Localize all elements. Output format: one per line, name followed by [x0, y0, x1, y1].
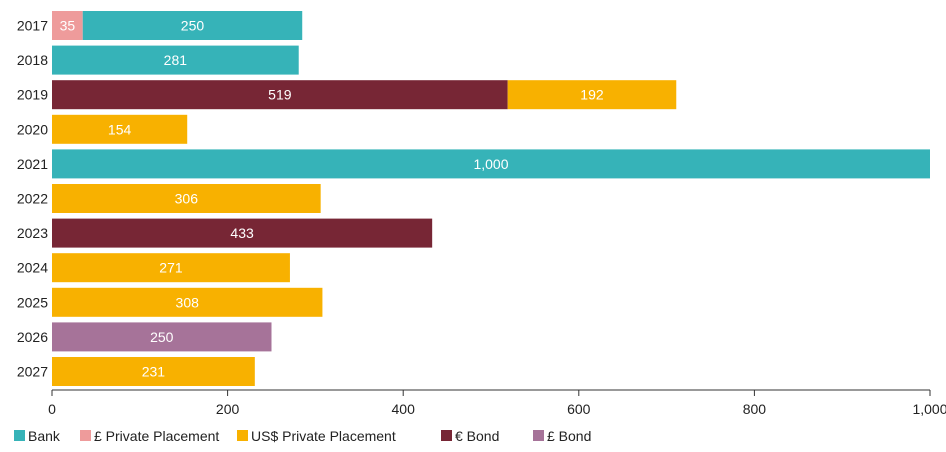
- bar-2024-usd-private-placement: [52, 253, 290, 283]
- bar-label-2017-bank: 250: [181, 18, 205, 34]
- y-tick-label-2027: 2027: [17, 364, 48, 380]
- y-tick-label-2024: 2024: [17, 260, 48, 276]
- bar-label-2026-gbp-bond: 250: [150, 329, 174, 345]
- bar-label-2027-usd-private-placement: 231: [142, 364, 166, 380]
- bar-label-2019-usd-private-placement: 192: [580, 87, 604, 103]
- x-tick-label-800: 800: [743, 401, 767, 417]
- bar-label-2019-eur-bond: 519: [268, 87, 292, 103]
- bar-label-2020-usd-private-placement: 154: [108, 121, 132, 137]
- x-tick-label-200: 200: [216, 401, 240, 417]
- bar-2026-gbp-bond: [52, 322, 272, 352]
- legend-label-eur-bond: € Bond: [455, 428, 499, 444]
- bar-2025-usd-private-placement: [52, 287, 323, 317]
- y-tick-label-2019: 2019: [17, 87, 48, 103]
- legend-label-bank: Bank: [28, 428, 61, 444]
- x-tick-label-1000: 1,000: [912, 401, 946, 417]
- bar-label-2023-eur-bond: 433: [230, 225, 254, 241]
- bar-label-2025-usd-private-placement: 308: [176, 294, 200, 310]
- bar-label-2018-bank: 281: [164, 52, 188, 68]
- bar-2018-bank: [52, 45, 299, 75]
- legend-swatch-bank: [14, 430, 25, 441]
- bar-2023-eur-bond: [52, 218, 433, 248]
- bar-2022-usd-private-placement: [52, 184, 321, 213]
- bar-2027-usd-private-placement: [52, 357, 255, 386]
- y-tick-label-2026: 2026: [17, 329, 48, 345]
- y-tick-label-2020: 2020: [17, 121, 48, 137]
- bar-2017-bank: [82, 11, 303, 40]
- x-tick-label-600: 600: [567, 401, 591, 417]
- x-tick-label-0: 0: [48, 401, 56, 417]
- y-tick-label-2022: 2022: [17, 191, 48, 207]
- legend-label-gbp-private-placement: £ Private Placement: [94, 428, 219, 444]
- legend-swatch-gbp-bond: [533, 430, 544, 441]
- legend-swatch-usd-private-placement: [237, 430, 248, 441]
- y-tick-label-2023: 2023: [17, 225, 48, 241]
- bars-layer: 35 250 281 519 192 154 1,000 306 433 271 308 250 231: [52, 11, 930, 386]
- bar-label-2017-gbp-private-placement: 35: [60, 18, 76, 34]
- bar-label-2022-usd-private-placement: 306: [175, 191, 199, 207]
- legend-swatch-gbp-private-placement: [80, 430, 91, 441]
- y-tick-label-2018: 2018: [17, 52, 48, 68]
- bar-2019-usd-private-placement: [507, 80, 677, 110]
- y-tick-label-2021: 2021: [17, 156, 48, 172]
- bar-2020-usd-private-placement: [52, 114, 188, 144]
- y-tick-label-2025: 2025: [17, 294, 48, 310]
- legend-label-usd-private-placement: US$ Private Placement: [251, 428, 396, 444]
- legend-swatch-eur-bond: [441, 430, 452, 441]
- x-axis: 0 200 400 600 800 1,000: [48, 389, 946, 417]
- legend-label-gbp-bond: £ Bond: [547, 428, 591, 444]
- bar-2019-eur-bond: [52, 80, 508, 110]
- bar-2021-bank: [52, 149, 930, 179]
- y-axis: 2017 2018 2019 2020 2021 2022 2023 2024 2025 2026…: [17, 18, 48, 380]
- x-tick-label-400: 400: [392, 401, 416, 417]
- bar-2017-gbp-private-placement: [52, 11, 83, 40]
- bar-label-2021-bank: 1,000: [473, 156, 508, 172]
- bar-label-2024-usd-private-placement: 271: [159, 260, 183, 276]
- y-tick-label-2017: 2017: [17, 18, 48, 34]
- legend: Bank £ Private Placement US$ Private Place…: [14, 428, 591, 444]
